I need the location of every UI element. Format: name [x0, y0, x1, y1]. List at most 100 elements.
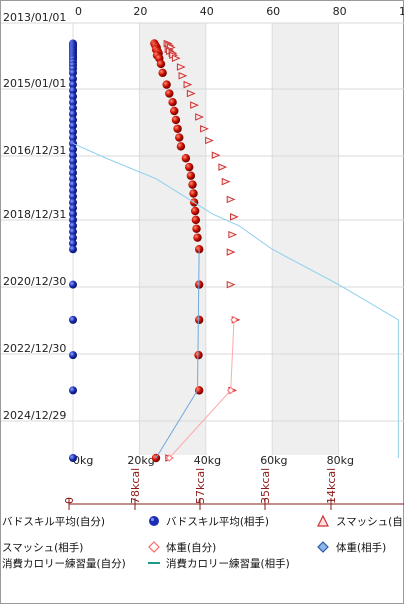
- point-smash-self: [228, 230, 238, 239]
- kcal-tick-label: 35kcal: [259, 468, 272, 504]
- point-bad-opponent: [176, 142, 186, 151]
- top-tick-label: 10: [399, 5, 404, 18]
- top-tick-label: 0: [75, 5, 82, 18]
- point-smash-self: [226, 248, 236, 256]
- kg-tick-label: 20kg: [127, 454, 154, 467]
- point-smash-self: [183, 80, 193, 89]
- point-bad-opponent: [158, 68, 167, 78]
- point-bad-self: [69, 104, 77, 113]
- point-bad-opponent: [194, 315, 204, 325]
- kg-tick-label: 80kg: [327, 454, 354, 467]
- point-bad-self: [69, 245, 77, 254]
- blue-diamond-icon: [317, 541, 329, 553]
- legend-row-2: スマッシュ(相手) 体重(自分) 体重(相手): [0, 540, 404, 558]
- blue-circle-icon: [149, 516, 159, 526]
- point-smash-self: [205, 136, 214, 145]
- point-smash-self: [186, 89, 196, 98]
- point-smash-self: [171, 54, 181, 63]
- legend-label-smash-opponent: スマッシュ(相手): [2, 542, 84, 554]
- point-bad-self: [69, 239, 77, 248]
- point-bad-self: [69, 133, 77, 142]
- legend-label-bad-self: バドスキル平均(自分): [2, 516, 106, 528]
- point-smash-self: [226, 195, 236, 204]
- point-bad-opponent: [185, 162, 194, 172]
- point-smash-self: [200, 125, 209, 133]
- point-bad-opponent: [188, 180, 197, 189]
- shaded-band-1: [272, 23, 339, 455]
- date-tick-label: 2022/12/30: [3, 342, 66, 355]
- point-bad-self: [69, 280, 77, 289]
- point-bad-self: [69, 221, 77, 230]
- point-bad-opponent: [173, 124, 182, 133]
- point-bad-opponent: [162, 80, 171, 89]
- teal-line-icon: [148, 562, 160, 564]
- date-tick-label: 2015/01/01: [3, 77, 66, 90]
- point-bad-self: [69, 215, 77, 224]
- point-smash-self: [218, 163, 228, 171]
- point-bad-self: [69, 168, 77, 177]
- point-bad-self: [69, 163, 77, 172]
- point-bad-opponent: [193, 233, 202, 242]
- point-bad-opponent: [190, 206, 200, 216]
- top-tick-label: 20: [133, 5, 147, 18]
- legend-label-calorie-opponent: 消費カロリー練習量(相手): [166, 558, 290, 570]
- point-smash-self: [211, 151, 221, 160]
- point-bad-self: [69, 157, 77, 166]
- kcal-tick-label: 0: [63, 497, 76, 504]
- date-tick-label: 2013/01/01: [3, 11, 66, 24]
- legend-label-weight-opponent: 体重(相手): [336, 542, 387, 554]
- point-bad-self: [69, 454, 77, 463]
- legend-row-3: 消費カロリー練習量(自分) 消費カロリー練習量(相手): [0, 556, 404, 574]
- top-tick-label: 60: [266, 5, 280, 18]
- point-smash-self: [190, 101, 199, 109]
- kcal-tick-label: 78kcal: [129, 468, 142, 504]
- point-smash-self: [230, 213, 239, 221]
- series-line-4: [155, 249, 200, 459]
- pink-diamond-icon: [148, 541, 160, 553]
- point-bad-self: [69, 121, 77, 130]
- point-bad-opponent: [189, 189, 198, 198]
- point-bad-self: [69, 68, 77, 77]
- point-smash-self: [178, 71, 188, 80]
- point-bad-self: [69, 80, 77, 89]
- kg-tick-label: 60kg: [260, 454, 287, 467]
- point-smash-self: [226, 280, 236, 289]
- point-bad-opponent: [194, 350, 203, 360]
- top-tick-label: 40: [200, 5, 214, 18]
- point-bad-self: [69, 198, 77, 207]
- kcal-tick-label: 57kcal: [194, 468, 207, 504]
- point-bad-opponent: [181, 154, 191, 163]
- legend-label-smash-self: スマッシュ(自: [336, 516, 403, 528]
- series-line-5: [72, 143, 399, 459]
- legend-label-weight-self: 体重(自分): [166, 542, 217, 554]
- point-bad-self: [69, 98, 77, 107]
- top-tick-label: 80: [333, 5, 347, 18]
- point-bad-opponent: [186, 171, 196, 180]
- point-bad-self: [69, 315, 77, 324]
- point-smash-opponent: [230, 316, 238, 324]
- point-bad-self: [69, 180, 77, 189]
- point-bad-opponent: [165, 89, 174, 98]
- point-bad-self: [69, 86, 77, 95]
- date-tick-label: 2020/12/30: [3, 275, 66, 288]
- point-bad-opponent: [192, 224, 201, 233]
- point-bad-self: [69, 92, 77, 101]
- point-bad-opponent: [170, 106, 179, 116]
- kcal-tick-label: 14kcal: [325, 468, 338, 504]
- legend-row-1: バドスキル平均(自分) バドスキル平均(相手) スマッシュ(自: [0, 514, 404, 532]
- point-bad-opponent: [171, 115, 181, 125]
- point-bad-self: [69, 233, 77, 242]
- point-smash-self: [221, 177, 231, 186]
- point-bad-opponent: [156, 59, 166, 69]
- point-bad-self: [69, 174, 77, 183]
- point-bad-self: [69, 74, 77, 83]
- point-smash-opponent: [226, 386, 235, 395]
- legend-label-calorie-self: 消費カロリー練習量(自分): [2, 558, 126, 570]
- kg-tick-label: 0kg: [73, 454, 93, 467]
- point-bad-self: [69, 127, 77, 136]
- point-bad-self: [69, 192, 77, 201]
- date-tick-label: 2024/12/29: [3, 409, 66, 422]
- point-bad-self: [69, 145, 77, 154]
